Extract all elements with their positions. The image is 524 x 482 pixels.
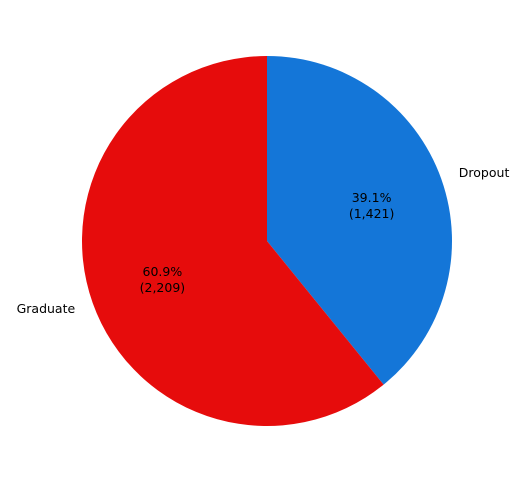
pie-slice-dropout <box>267 56 452 385</box>
pie-category-label-graduate: Graduate <box>17 301 76 316</box>
pie-slice-graduate <box>81 56 384 426</box>
pie-count-label-dropout: (1,421) <box>349 206 395 221</box>
pie-slices <box>81 56 452 426</box>
pie-percent-label-dropout: 39.1% <box>352 190 392 205</box>
pie-labels: 39.1%(1,421) Dropout 60.9%(2,209) Graduate <box>17 165 510 316</box>
pie-count-label-graduate: (2,209) <box>140 280 186 295</box>
pie-category-label-dropout: Dropout <box>459 165 510 180</box>
pie-percent-label-graduate: 60.9% <box>143 264 183 279</box>
